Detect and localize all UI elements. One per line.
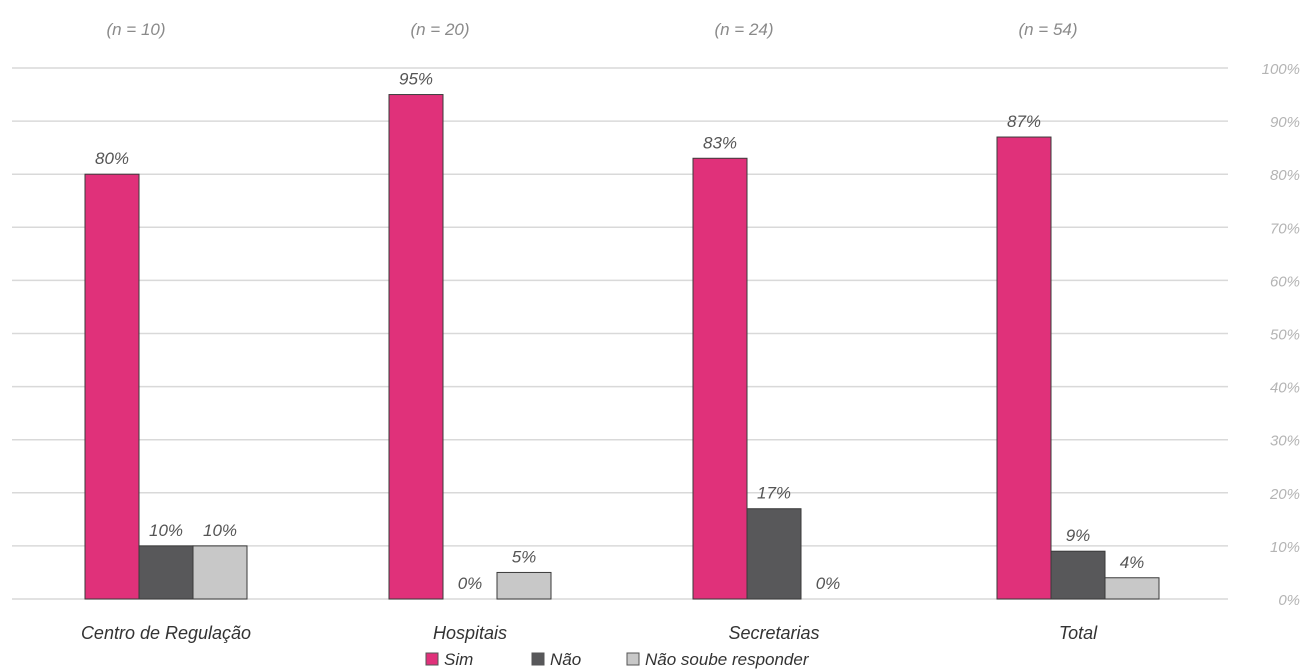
group-n-note: (n = 24) <box>714 20 773 39</box>
legend-label: Não soube responder <box>645 650 810 669</box>
legend-swatch <box>425 652 439 666</box>
data-label: 5% <box>512 547 537 566</box>
legend-label: Sim <box>444 650 473 669</box>
data-label: 4% <box>1120 553 1145 572</box>
data-label: 17% <box>757 484 791 503</box>
data-label: 83% <box>703 133 737 152</box>
bar-sim <box>84 173 140 600</box>
data-label: 10% <box>149 521 183 540</box>
category-label: Centro de Regulação <box>81 623 251 643</box>
legend-swatch <box>531 652 545 666</box>
bar-n-o-soube-responder <box>496 571 552 600</box>
group-n-note: (n = 20) <box>410 20 469 39</box>
legend-swatch <box>626 652 640 666</box>
category-label: Secretarias <box>728 623 819 643</box>
data-label: 0% <box>816 574 841 593</box>
data-label: 10% <box>203 521 237 540</box>
bar-n-o-soube-responder <box>1104 577 1160 600</box>
bar-n-o <box>1050 550 1106 600</box>
data-label: 0% <box>458 574 483 593</box>
y-tick-label: 60% <box>1270 273 1300 290</box>
y-tick-label: 100% <box>1262 61 1300 78</box>
category-label: Total <box>1059 623 1098 643</box>
y-tick-label: 80% <box>1270 167 1300 184</box>
y-tick-label: 50% <box>1270 327 1300 344</box>
group-n-note: (n = 54) <box>1018 20 1077 39</box>
y-tick-label: 0% <box>1278 592 1300 609</box>
data-label: 9% <box>1066 526 1091 545</box>
bar-sim <box>692 157 748 600</box>
bar-n-o-soube-responder <box>192 545 248 600</box>
y-tick-label: 30% <box>1270 433 1300 450</box>
legend-label: Não <box>550 650 581 669</box>
data-label: 95% <box>399 70 433 89</box>
y-tick-label: 90% <box>1270 114 1300 131</box>
group-n-note: (n = 10) <box>106 20 165 39</box>
data-label: 80% <box>95 149 129 168</box>
y-tick-label: 40% <box>1270 380 1300 397</box>
bar-sim <box>996 136 1052 600</box>
y-tick-label: 70% <box>1270 220 1300 237</box>
y-tick-label: 20% <box>1269 486 1300 503</box>
data-label: 87% <box>1007 112 1041 131</box>
y-tick-label: 10% <box>1270 539 1300 556</box>
bar-sim <box>388 94 444 600</box>
bar-n-o <box>138 545 194 600</box>
category-label: Hospitais <box>433 623 507 643</box>
bar-n-o <box>746 508 802 600</box>
